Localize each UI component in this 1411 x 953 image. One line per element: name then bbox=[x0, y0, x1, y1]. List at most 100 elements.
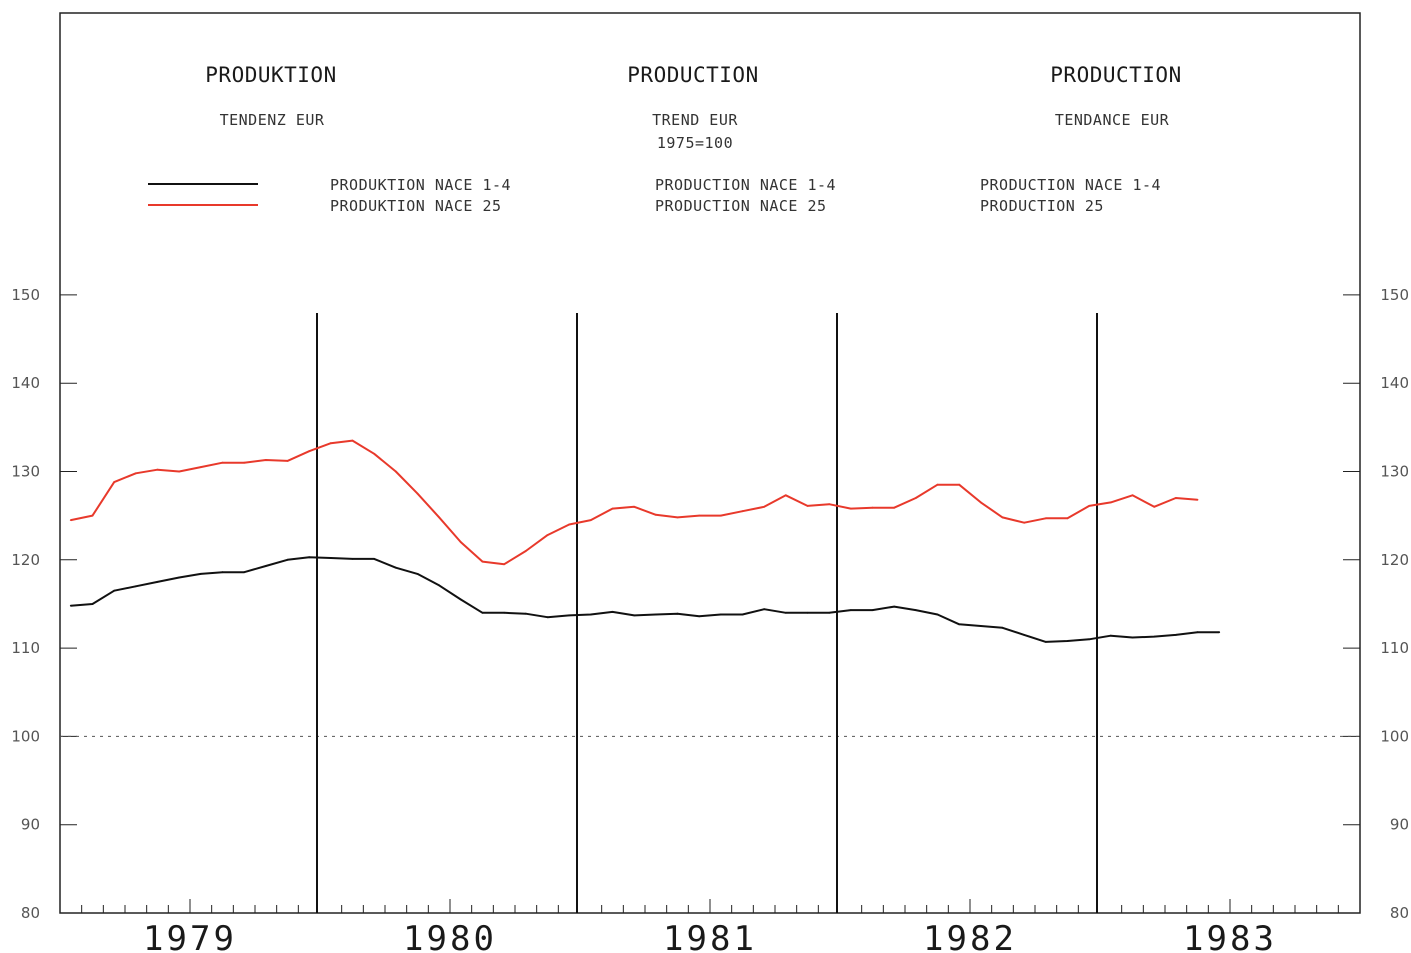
series-point bbox=[936, 483, 939, 486]
title-block-de: PRODUKTION TENDENZ EUR bbox=[205, 63, 336, 129]
series-point bbox=[893, 605, 896, 608]
series-point bbox=[914, 609, 917, 611]
series-point bbox=[849, 507, 852, 510]
series-point bbox=[221, 461, 224, 464]
series-point bbox=[654, 513, 657, 516]
series-point bbox=[589, 613, 592, 616]
series-point bbox=[199, 466, 202, 468]
series-point bbox=[958, 623, 961, 626]
y-tick-label-right: 130 bbox=[1380, 463, 1409, 481]
series-point bbox=[871, 609, 874, 611]
y-tick-label-right: 110 bbox=[1380, 639, 1409, 657]
legend-en-nace-1-4: PRODUCTION NACE 1-4 bbox=[655, 176, 836, 194]
title-en: PRODUCTION bbox=[627, 63, 758, 87]
series-point bbox=[308, 450, 311, 453]
series-point bbox=[1131, 494, 1134, 497]
series-point bbox=[1109, 501, 1112, 504]
x-year-label: 1982 bbox=[923, 919, 1017, 953]
legend-fr-nace-1-4: PRODUCTION NACE 1-4 bbox=[980, 176, 1161, 194]
series-point bbox=[351, 558, 354, 560]
y-tick-label-right: 80 bbox=[1390, 904, 1409, 922]
series-point bbox=[1066, 517, 1069, 520]
series-point bbox=[178, 470, 181, 473]
subtitle-de: TENDENZ EUR bbox=[220, 111, 325, 129]
series-point bbox=[1088, 505, 1091, 507]
series-point bbox=[828, 611, 831, 614]
series-point bbox=[806, 505, 809, 507]
series-point bbox=[524, 612, 527, 615]
y-tick-label-left: 150 bbox=[11, 286, 40, 304]
series-point bbox=[763, 505, 766, 508]
y-tick-label-left: 130 bbox=[11, 463, 40, 481]
series-point bbox=[546, 534, 549, 536]
series-point bbox=[264, 459, 267, 461]
series-point bbox=[264, 565, 267, 567]
series-point bbox=[178, 576, 181, 579]
legend-fr-nace-25: PRODUCTION 25 bbox=[980, 197, 1104, 215]
legend-de-nace-1-4: PRODUKTION NACE 1-4 bbox=[330, 176, 511, 194]
legend-de-nace-25: PRODUKTION NACE 25 bbox=[330, 197, 502, 215]
series-point bbox=[914, 497, 917, 499]
series-point bbox=[676, 612, 679, 615]
y-tick-label-right: 150 bbox=[1380, 286, 1409, 304]
y-tick-label-right: 140 bbox=[1380, 374, 1409, 392]
series-point bbox=[91, 603, 94, 605]
series-point bbox=[568, 523, 571, 526]
y-tick-label-left: 110 bbox=[11, 639, 40, 657]
series-point bbox=[1044, 641, 1047, 643]
series-point bbox=[199, 573, 202, 575]
series-point bbox=[698, 514, 701, 517]
x-year-label: 1981 bbox=[663, 919, 757, 953]
series-layer bbox=[69, 439, 1221, 643]
y-tick-label-left: 100 bbox=[11, 727, 40, 745]
series-point bbox=[741, 510, 744, 513]
series-point bbox=[936, 613, 939, 616]
base-year-en: 1975=100 bbox=[657, 134, 733, 152]
series-point bbox=[1023, 521, 1026, 524]
series-point bbox=[893, 506, 896, 509]
series-point bbox=[611, 611, 614, 613]
series-point bbox=[654, 613, 657, 616]
series-point bbox=[806, 611, 809, 614]
y-tick-label-left: 90 bbox=[21, 816, 40, 834]
subtitle-fr: TENDANCE EUR bbox=[1055, 111, 1170, 129]
series-point bbox=[1218, 631, 1221, 634]
series-point bbox=[91, 514, 94, 517]
series-point bbox=[1131, 636, 1134, 639]
series-point bbox=[503, 611, 506, 614]
series-point bbox=[979, 625, 982, 627]
series-point bbox=[1023, 634, 1026, 636]
year-dividers bbox=[316, 313, 1098, 913]
title-block-en: PRODUCTION TREND EUR 1975=100 bbox=[627, 63, 758, 152]
series-point bbox=[589, 519, 592, 521]
series-point bbox=[871, 506, 874, 509]
series-point bbox=[156, 468, 159, 471]
series-point bbox=[1044, 517, 1047, 520]
series-point bbox=[784, 494, 787, 497]
series-point bbox=[849, 609, 852, 611]
title-block-fr: PRODUCTION TENDANCE EUR bbox=[1050, 63, 1181, 129]
series-point bbox=[958, 483, 961, 486]
y-tick-label-left: 120 bbox=[11, 551, 40, 569]
x-year-label: 1983 bbox=[1183, 919, 1277, 953]
series-point bbox=[113, 589, 116, 592]
y-axis-left: 80 90 100 110 120 130 140 150 bbox=[11, 286, 77, 922]
series-point bbox=[438, 584, 441, 587]
series-point bbox=[113, 481, 116, 483]
series-point bbox=[979, 501, 982, 504]
series-point bbox=[546, 616, 549, 619]
y-tick-label-right: 120 bbox=[1380, 551, 1409, 569]
series-point bbox=[286, 460, 289, 462]
series-point bbox=[1174, 634, 1177, 636]
y-tick-label-left: 140 bbox=[11, 374, 40, 392]
series-point bbox=[459, 541, 462, 543]
series-point bbox=[308, 556, 311, 559]
series-point bbox=[1066, 640, 1069, 642]
series-point bbox=[1109, 634, 1112, 637]
series-line-produktion-nace-25 bbox=[70, 439, 1198, 566]
legend: PRODUKTION NACE 1-4 PRODUKTION NACE 25 P… bbox=[148, 176, 1161, 215]
x-year-label: 1979 bbox=[143, 919, 237, 953]
series-point bbox=[633, 505, 636, 508]
series-point bbox=[763, 608, 766, 611]
series-point bbox=[1153, 505, 1156, 508]
